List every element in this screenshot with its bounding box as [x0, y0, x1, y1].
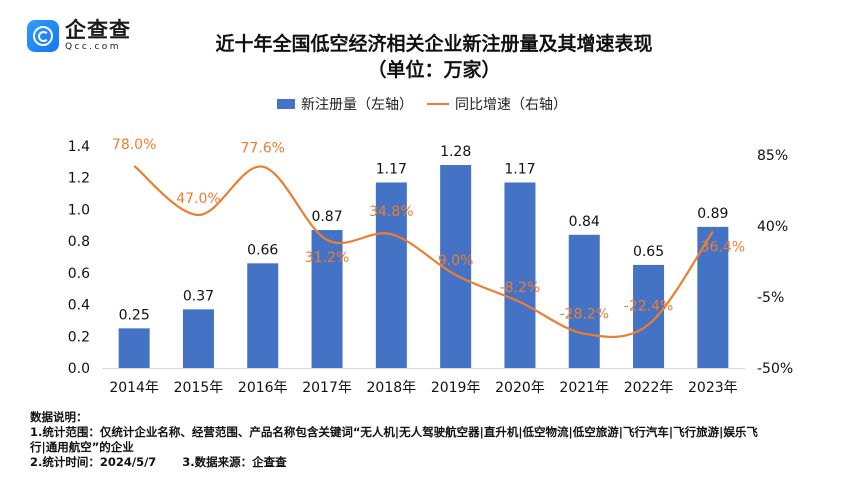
line-data-label: 47.0%: [176, 191, 220, 207]
x-axis-tick: 2019年: [431, 380, 481, 396]
left-axis-tick: 0.4: [68, 298, 90, 314]
left-axis-tick: 1.0: [68, 202, 90, 218]
bar-data-label: 0.66: [247, 242, 278, 258]
x-axis-tick: 2015年: [174, 380, 224, 396]
bar-data-label: 0.84: [569, 214, 600, 230]
right-axis-tick: 40%: [757, 219, 788, 235]
notes-time: 2.统计时间：2024/5/7: [30, 455, 157, 469]
left-axis-tick: 0.0: [68, 361, 90, 377]
left-axis-tick: 0.8: [68, 234, 90, 250]
legend-line-label: 同比增速（右轴）: [455, 97, 567, 113]
notes-source: 3.数据来源：企查查: [182, 455, 287, 469]
bar-data-label: 0.65: [633, 244, 664, 260]
line-data-label: 31.2%: [305, 250, 349, 266]
line-data-label: -8.2%: [500, 280, 541, 296]
bar-data-label: 0.37: [183, 288, 214, 304]
line-data-label: -22.4%: [624, 298, 674, 314]
line-data-label: 9.0%: [438, 253, 474, 269]
bar-data-label: 1.28: [440, 144, 471, 160]
bar: [311, 230, 343, 368]
line-data-label: 36.4%: [701, 240, 745, 256]
notes-heading: 数据说明：: [30, 410, 88, 424]
growth-rate-line: [133, 165, 714, 339]
bar: [504, 182, 536, 368]
right-axis-tick: -50%: [757, 361, 793, 377]
bar: [182, 309, 214, 368]
left-axis-tick: 1.4: [68, 139, 90, 155]
x-axis-tick: 2017年: [302, 380, 352, 396]
line-data-label: 34.8%: [369, 204, 413, 220]
chart-subtitle: （单位：万家）: [367, 59, 501, 81]
logo-name-en: Qcc.com: [65, 42, 121, 52]
line-data-label: -28.2%: [559, 307, 609, 323]
x-axis-tick: 2018年: [367, 380, 417, 396]
legend-bar-label: 新注册量（左轴）: [301, 97, 413, 113]
right-axis-tick: -5%: [757, 290, 784, 306]
bar: [247, 263, 279, 368]
bar: [633, 264, 665, 368]
bar-data-label: 0.89: [697, 206, 728, 222]
right-axis-tick: 85%: [757, 148, 788, 164]
bar-data-label: 0.87: [311, 209, 342, 225]
bar: [440, 165, 472, 368]
x-axis-tick: 2023年: [688, 380, 738, 396]
bar: [118, 328, 150, 368]
qcc-logo-icon: [27, 20, 59, 52]
notes-scope-cont: 行|通用航空”的企业: [30, 440, 134, 454]
bar: [568, 234, 600, 368]
line-data-label: 77.6%: [241, 141, 285, 157]
legend: 新注册量（左轴） 同比增速（右轴）: [277, 94, 567, 114]
x-axis-tick: 2021年: [559, 380, 609, 396]
x-axis-tick: 2020年: [495, 380, 545, 396]
legend-bar-swatch: [277, 99, 295, 109]
line-data-label: 78.0%: [112, 137, 156, 153]
bar-data-label: 1.17: [504, 161, 535, 177]
left-axis-tick: 0.6: [68, 266, 90, 282]
left-axis-tick: 1.2: [68, 171, 90, 187]
data-notes: 数据说明： 1.统计范围：仅统计企业名称、经营范围、产品名称包含关键词“无人机|…: [30, 410, 758, 470]
x-axis-tick: 2014年: [109, 380, 159, 396]
bar-data-label: 1.17: [376, 161, 407, 177]
legend-line-swatch: [427, 103, 449, 105]
x-axis-tick: 2016年: [238, 380, 288, 396]
notes-scope: 1.统计范围：仅统计企业名称、经营范围、产品名称包含关键词“无人机|无人驾驶航空…: [30, 425, 758, 439]
bar-data-label: 0.25: [119, 307, 150, 323]
chart-title: 近十年全国低空经济相关企业新注册量及其增速表现: [215, 33, 653, 55]
logo-name-cn: 企查查: [65, 18, 131, 42]
left-axis-tick: 0.2: [68, 329, 90, 345]
bar: [375, 182, 407, 368]
qcc-logo: 企查查 Qcc.com: [27, 20, 131, 52]
x-axis-tick: 2022年: [624, 380, 674, 396]
